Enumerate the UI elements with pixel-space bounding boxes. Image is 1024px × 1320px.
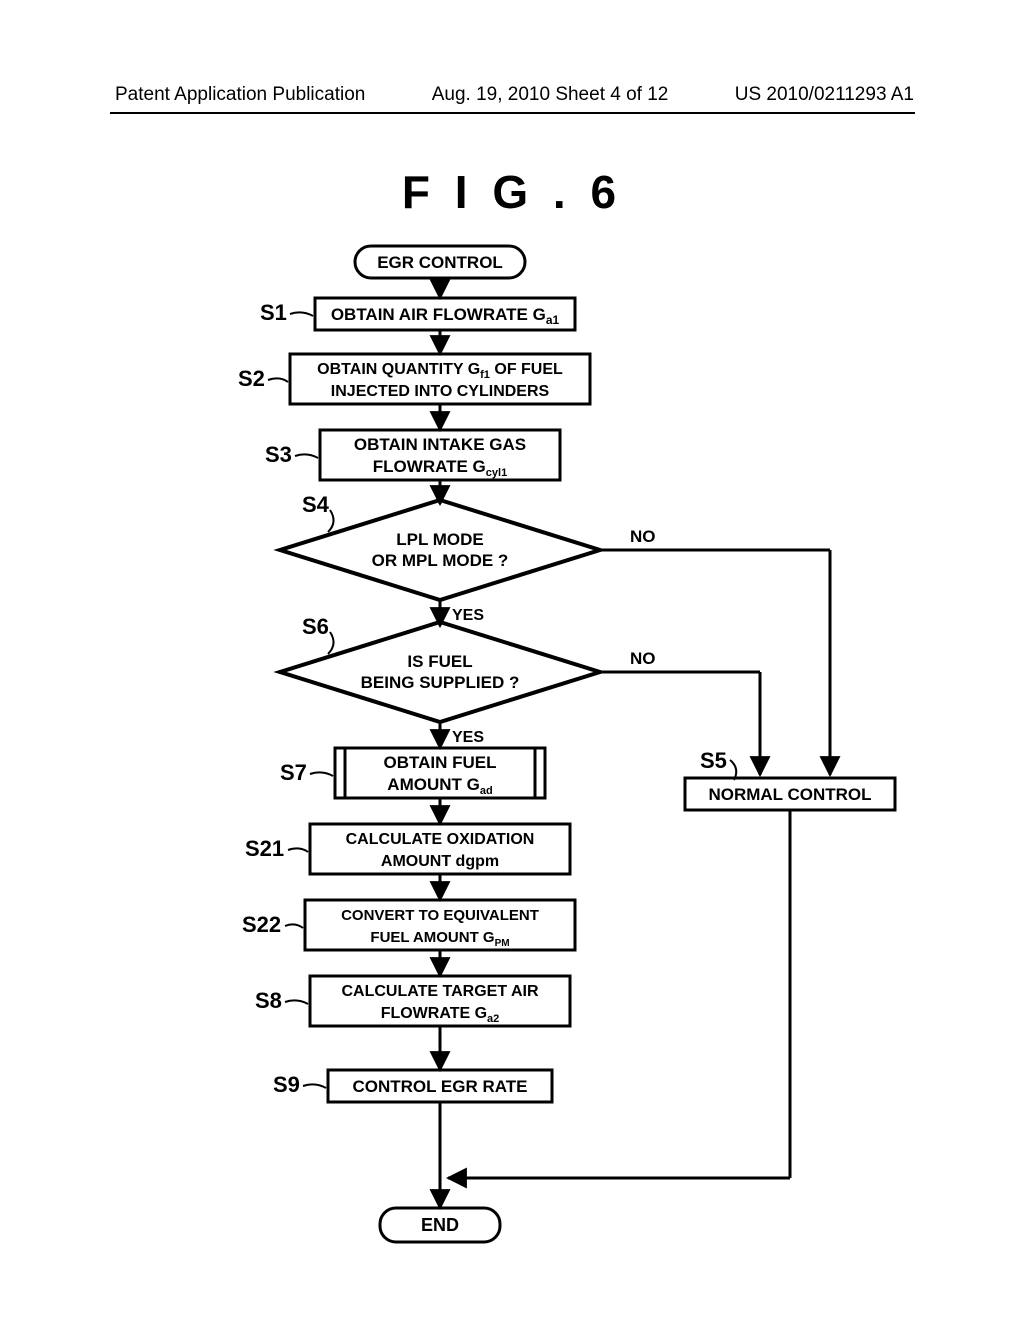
label-no-s6: NO	[630, 649, 656, 668]
svg-text:FLOWRATE Ga2: FLOWRATE Ga2	[381, 1005, 500, 1025]
svg-text:S6: S6	[302, 614, 329, 639]
step-s3: OBTAIN INTAKE GAS FLOWRATE Gcyl1 S3	[265, 430, 560, 480]
svg-text:AMOUNT dgpm: AMOUNT dgpm	[381, 853, 499, 870]
svg-text:NORMAL CONTROL: NORMAL CONTROL	[708, 785, 871, 804]
svg-text:CALCULATE OXIDATION: CALCULATE OXIDATION	[346, 831, 535, 848]
svg-text:BEING SUPPLIED ?: BEING SUPPLIED ?	[361, 673, 520, 692]
step-s8: CALCULATE TARGET AIR FLOWRATE Ga2 S8	[255, 976, 570, 1026]
svg-text:OBTAIN AIR FLOWRATE Ga1: OBTAIN AIR FLOWRATE Ga1	[331, 305, 560, 327]
svg-text:IS FUEL: IS FUEL	[407, 652, 472, 671]
svg-text:OBTAIN QUANTITY Gf1 OF FUEL: OBTAIN QUANTITY Gf1 OF FUEL	[317, 361, 563, 381]
step-s5: S5 NORMAL CONTROL	[685, 748, 895, 810]
header-right: US 2010/0211293 A1	[735, 84, 914, 106]
header-left: Patent Application Publication	[115, 84, 365, 106]
svg-text:CALCULATE TARGET AIR: CALCULATE TARGET AIR	[341, 983, 538, 1000]
step-s22: CONVERT TO EQUIVALENT FUEL AMOUNT GPM S2…	[242, 900, 575, 950]
label-no-s4: NO	[630, 527, 656, 546]
svg-text:S7: S7	[280, 760, 307, 785]
step-s2: OBTAIN QUANTITY Gf1 OF FUEL INJECTED INT…	[238, 354, 590, 404]
svg-text:OBTAIN INTAKE GAS: OBTAIN INTAKE GAS	[354, 435, 526, 454]
label-yes-s6: YES	[452, 729, 484, 746]
step-s9: CONTROL EGR RATE S9	[273, 1070, 552, 1102]
svg-text:OBTAIN FUEL: OBTAIN FUEL	[383, 753, 496, 772]
svg-text:S9: S9	[273, 1072, 300, 1097]
flowchart: EGR CONTROL OBTAIN AIR FLOWRATE Ga1 S1 O…	[130, 240, 910, 1270]
header-rule	[110, 112, 915, 114]
decision-s4: LPL MODE OR MPL MODE ? S4	[280, 492, 600, 600]
terminator-start: EGR CONTROL	[355, 246, 525, 278]
label-yes-s4: YES	[452, 607, 484, 624]
svg-text:S3: S3	[265, 442, 292, 467]
page-header: Patent Application Publication Aug. 19, …	[0, 84, 1024, 106]
step-s21: CALCULATE OXIDATION AMOUNT dgpm S21	[245, 824, 570, 874]
svg-text:S22: S22	[242, 912, 281, 937]
svg-text:S2: S2	[238, 366, 265, 391]
svg-text:S21: S21	[245, 836, 284, 861]
svg-text:CONVERT TO EQUIVALENT: CONVERT TO EQUIVALENT	[341, 907, 539, 924]
svg-text:FUEL AMOUNT GPM: FUEL AMOUNT GPM	[370, 929, 509, 949]
figure-title: F I G . 6	[0, 165, 1024, 219]
svg-text:INJECTED INTO CYLINDERS: INJECTED INTO CYLINDERS	[331, 383, 550, 400]
step-s7: OBTAIN FUEL AMOUNT Gad S7	[280, 748, 545, 798]
svg-text:EGR CONTROL: EGR CONTROL	[377, 253, 503, 272]
svg-text:END: END	[421, 1215, 459, 1235]
svg-text:FLOWRATE Gcyl1: FLOWRATE Gcyl1	[373, 457, 507, 479]
terminator-end: END	[380, 1208, 500, 1242]
svg-text:AMOUNT Gad: AMOUNT Gad	[387, 775, 492, 797]
svg-text:S4: S4	[302, 492, 330, 517]
header-mid: Aug. 19, 2010 Sheet 4 of 12	[432, 84, 669, 106]
svg-text:OR MPL MODE ?: OR MPL MODE ?	[372, 551, 509, 570]
step-s1: OBTAIN AIR FLOWRATE Ga1 S1	[260, 298, 575, 330]
decision-s6: IS FUEL BEING SUPPLIED ? S6	[280, 614, 600, 722]
svg-text:S5: S5	[700, 748, 727, 773]
svg-text:S8: S8	[255, 988, 282, 1013]
svg-text:LPL MODE: LPL MODE	[396, 530, 484, 549]
svg-text:S1: S1	[260, 300, 287, 325]
svg-text:CONTROL EGR RATE: CONTROL EGR RATE	[352, 1077, 527, 1096]
